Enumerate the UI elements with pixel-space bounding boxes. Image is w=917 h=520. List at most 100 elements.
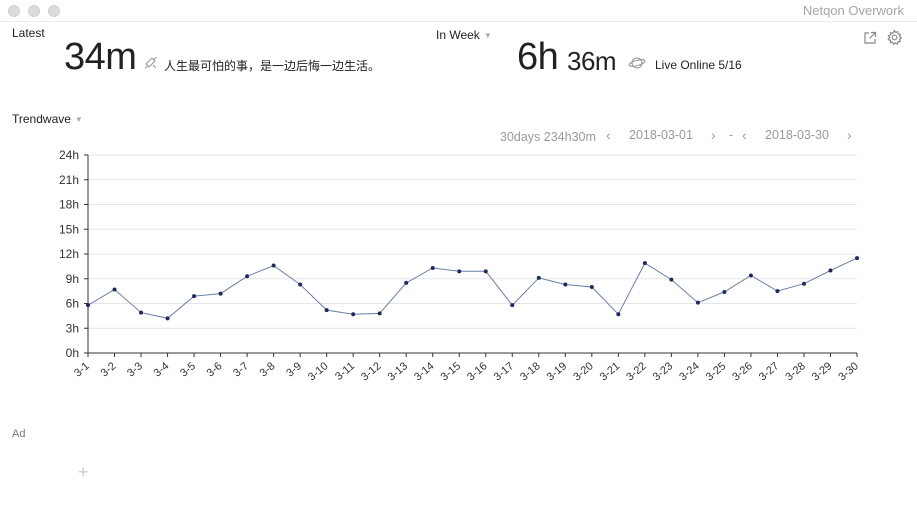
y-tick-label: 3h [66,321,79,335]
gear-icon[interactable] [886,29,903,46]
data-point [536,275,541,280]
range-separator: - [729,128,734,142]
x-tick-label: 3-4 [152,360,172,379]
latest-value: 34m [64,36,137,78]
y-tick-label: 12h [59,247,79,261]
minimize-window-button[interactable] [28,5,40,17]
end-date-prev-button[interactable]: ‹ [742,127,747,143]
x-tick-label: 3-18 [518,360,543,383]
data-point [271,263,276,268]
add-button[interactable]: + [78,462,89,482]
y-tick-label: 0h [66,346,79,360]
series-line [87,257,858,319]
data-point [589,285,594,289]
x-tick-label: 3-17 [492,360,517,383]
y-tick-label: 21h [59,173,79,187]
start-date-prev-button[interactable]: ‹ [606,127,611,143]
data-point [616,312,621,317]
x-tick-label: 3-19 [545,360,570,383]
data-point [218,291,223,296]
x-tick-label: 3-24 [677,360,702,383]
x-tick-label: 3-10 [306,360,331,383]
data-point [430,266,435,271]
x-tick-label: 3-3 [125,360,145,379]
data-point [404,280,409,285]
date-range-bar: 30days 234h30m ‹ 2018-03-01 › - ‹ 2018-0… [0,128,917,144]
y-tick-label: 15h [59,222,79,236]
x-tick-label: 3-20 [571,360,596,383]
live-online-status: Live Online 5/16 [655,58,742,72]
trendwave-dropdown[interactable]: Trendwave ▼ [12,112,83,126]
title-bar: Netqon Overwork [0,0,917,22]
x-tick-label: 3-2 [99,360,119,379]
data-point [748,273,753,278]
trendwave-chart: 0h 3h 6h 9h 12h 15h 18h 21h 24h 3-1 3-2 3-3 3-4 3-5 3-… [59,148,861,383]
trendwave-label: Trendwave [12,112,71,126]
x-tick-label: 3-21 [598,360,623,383]
end-date[interactable]: 2018-03-30 [765,128,829,142]
data-point [510,303,515,308]
data-point [695,300,700,305]
x-tick-label: 3-30 [836,360,861,383]
data-point [642,261,647,266]
chevron-down-icon: ▼ [483,31,492,41]
x-tick-label: 3-7 [231,360,251,379]
data-point [669,277,674,282]
x-tick-label: 3-26 [730,360,755,383]
x-tick-label: 3-6 [205,360,225,379]
data-point [324,308,329,313]
satellite-icon [144,56,157,69]
x-tick-label: 3-9 [284,360,304,379]
range-summary: 30days 234h30m [500,130,596,144]
data-point [457,269,462,274]
planet-icon [628,57,646,69]
data-point [351,312,356,317]
week-minutes: 36m [567,46,617,76]
data-point [86,303,90,308]
x-tick-label: 3-23 [651,360,676,383]
x-tick-label: 3-14 [412,360,437,383]
y-tick-label: 18h [59,198,79,212]
chevron-down-icon: ▼ [74,115,83,125]
x-tick-label: 3-28 [783,360,808,383]
y-tick-label: 6h [66,297,79,311]
x-tick-label: 3-5 [178,360,198,379]
latest-label: Latest [12,26,45,40]
data-point [112,287,117,292]
motto-quote: 人生最可怕的事，是一边后悔一边生活。 [164,59,381,73]
in-week-label: In Week [436,28,480,42]
week-hours: 6h [517,36,559,78]
x-tick-label: 3-15 [439,360,464,383]
data-point [245,274,250,279]
app-title: Netqon Overwork [802,3,904,18]
x-tick-label: 3-29 [810,360,835,383]
data-point [855,256,859,261]
start-date-next-button[interactable]: › [711,127,716,143]
end-date-next-button[interactable]: › [847,127,852,143]
data-point [801,281,806,286]
zoom-window-button[interactable] [48,5,60,17]
data-point [298,282,303,287]
in-week-dropdown[interactable]: In Week ▼ [436,28,492,42]
x-tick-label: 3-8 [258,360,278,379]
x-tick-label: 3-27 [757,360,782,383]
data-point [165,316,170,321]
x-tick-label: 3-11 [333,360,357,383]
data-point [377,311,382,316]
data-point [483,269,488,274]
data-point [563,282,568,287]
x-tick-label: 3-1 [72,360,92,379]
data-point [828,268,833,273]
x-tick-label: 3-13 [386,360,411,383]
x-tick-label: 3-12 [359,360,384,383]
x-tick-label: 3-16 [465,360,490,383]
data-point [139,310,144,315]
start-date[interactable]: 2018-03-01 [629,128,693,142]
ad-label: Ad [12,428,26,440]
y-tick-label: 9h [66,272,79,286]
y-tick-label: 24h [59,148,79,162]
close-window-button[interactable] [8,5,20,17]
external-link-icon[interactable] [862,30,878,46]
data-point [775,289,780,294]
data-point [192,294,197,299]
